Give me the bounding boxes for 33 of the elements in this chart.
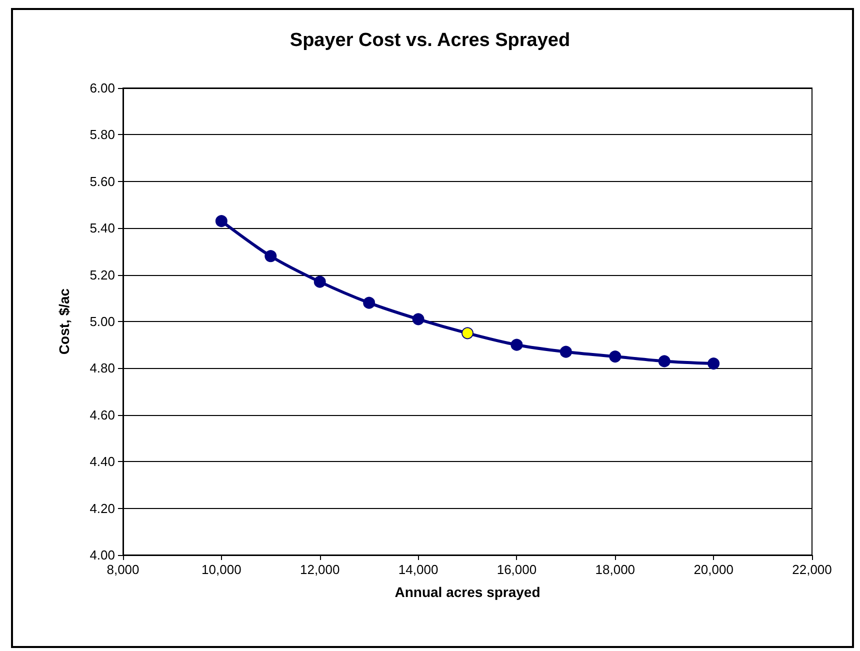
y-axis-title: Cost, $/ac <box>56 288 72 355</box>
x-tick-label: 18,000 <box>595 562 636 577</box>
y-tick-label: 4.20 <box>90 500 115 516</box>
point <box>708 358 720 370</box>
point <box>412 313 424 326</box>
x-axis-title: Annual acres sprayed <box>394 584 540 600</box>
y-tick-label: 4.60 <box>90 407 115 422</box>
x-tick-label: 14,000 <box>398 562 438 577</box>
point <box>215 215 228 228</box>
y-tick-label: 5.60 <box>90 174 115 189</box>
point <box>314 276 326 288</box>
y-tick-label: 6.00 <box>90 80 115 96</box>
x-tick-label: 10,000 <box>202 562 242 577</box>
y-tick-label: 5.00 <box>90 314 115 329</box>
point <box>264 250 277 262</box>
y-tick-label: 5.80 <box>90 127 115 142</box>
x-tick-label: 8,000 <box>106 562 140 577</box>
y-tick-label: 4.40 <box>90 454 115 470</box>
chart-title: Spayer Cost vs. Acres Sprayed <box>290 30 570 51</box>
point <box>363 296 376 309</box>
x-tick-label: 12,000 <box>300 562 340 577</box>
x-tick-label: 22,000 <box>792 562 832 577</box>
y-tick-label: 5.40 <box>90 220 115 236</box>
y-tick-label: 5.20 <box>90 267 115 282</box>
point <box>609 350 622 363</box>
point <box>510 338 523 351</box>
y-tick-label: 4.80 <box>90 360 115 376</box>
point <box>462 327 474 340</box>
x-tick-label: 20,000 <box>694 562 734 577</box>
point <box>560 346 572 358</box>
point <box>658 355 670 368</box>
y-tick-label: 4.00 <box>90 548 115 562</box>
x-tick-label: 16,000 <box>496 562 537 577</box>
